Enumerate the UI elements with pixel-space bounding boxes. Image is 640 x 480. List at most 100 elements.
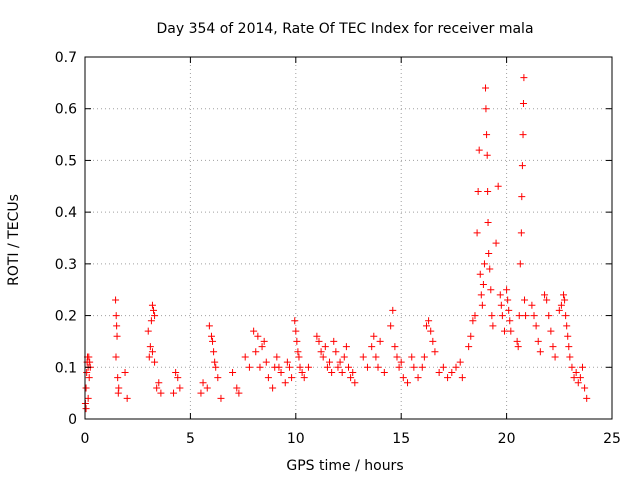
data-point [260, 337, 268, 345]
data-point [581, 384, 589, 392]
data-point [507, 327, 515, 335]
data-point [397, 358, 405, 366]
data-point [518, 162, 526, 170]
data-point [497, 301, 505, 309]
data-point [570, 374, 578, 382]
data-point [429, 337, 437, 345]
data-point [326, 358, 334, 366]
data-point [275, 363, 283, 371]
data-point [482, 84, 490, 92]
data-point [283, 358, 291, 366]
data-point [86, 358, 94, 366]
data-point [565, 343, 573, 351]
data-point [317, 348, 325, 356]
data-point [476, 270, 484, 278]
data-point [264, 374, 272, 382]
data-point [315, 337, 323, 345]
data-point [235, 389, 243, 397]
data-point [372, 353, 380, 361]
data-point [557, 301, 565, 309]
data-point [319, 353, 327, 361]
data-point [536, 348, 544, 356]
data-point [153, 384, 161, 392]
data-point [473, 229, 481, 237]
data-point [144, 327, 152, 335]
data-point [471, 312, 479, 320]
data-point [269, 384, 277, 392]
data-point [528, 301, 536, 309]
data-point [336, 358, 344, 366]
data-point [349, 368, 357, 376]
data-point [513, 337, 521, 345]
data-point [197, 389, 205, 397]
data-point [479, 281, 487, 289]
data-point [85, 353, 93, 361]
data-point [574, 379, 582, 387]
data-point [233, 384, 241, 392]
data-point [113, 322, 121, 330]
data-point [576, 374, 584, 382]
data-point [256, 363, 264, 371]
data-point [304, 363, 312, 371]
data-point [217, 394, 225, 402]
data-point [334, 363, 342, 371]
data-point [150, 306, 158, 314]
data-point [420, 353, 428, 361]
data-point [114, 374, 122, 382]
data-point [545, 312, 553, 320]
data-point [494, 182, 502, 190]
data-point [555, 306, 563, 314]
data-point [328, 368, 336, 376]
data-point [298, 368, 306, 376]
data-point [568, 363, 576, 371]
y-tick-label: 0 [68, 412, 77, 428]
data-point [516, 260, 524, 268]
data-point [370, 332, 378, 340]
data-point [199, 379, 207, 387]
data-point [448, 368, 456, 376]
data-point [399, 374, 407, 382]
data-point [291, 317, 299, 325]
data-point [351, 379, 359, 387]
data-point [395, 363, 403, 371]
data-point [444, 374, 452, 382]
data-point [435, 368, 443, 376]
data-point [414, 374, 422, 382]
data-point [549, 343, 557, 351]
data-point [148, 348, 156, 356]
data-point [458, 374, 466, 382]
data-point [484, 187, 492, 195]
data-point [146, 343, 154, 351]
data-point [485, 250, 493, 258]
x-tick-label: 20 [498, 431, 516, 447]
data-point [393, 353, 401, 361]
data-point [148, 301, 156, 309]
data-point [504, 296, 512, 304]
data-point [147, 317, 155, 325]
data-point [521, 296, 529, 304]
data-point [85, 374, 93, 382]
data-point [277, 368, 285, 376]
data-point [431, 348, 439, 356]
data-point [273, 353, 281, 361]
data-point [505, 306, 513, 314]
data-point [408, 353, 416, 361]
data-point [389, 306, 397, 314]
data-point [563, 322, 571, 330]
data-point [338, 368, 346, 376]
data-point [475, 146, 483, 154]
data-point [515, 312, 523, 320]
data-point [474, 187, 482, 195]
data-point [492, 239, 500, 247]
data-point [145, 353, 153, 361]
data-point [520, 74, 528, 82]
data-point [551, 353, 559, 361]
plot-frame [84, 56, 613, 420]
data-point [467, 332, 475, 340]
data-point [174, 374, 182, 382]
x-tick-label: 5 [186, 431, 195, 447]
data-point [522, 312, 530, 320]
data-point [456, 358, 464, 366]
